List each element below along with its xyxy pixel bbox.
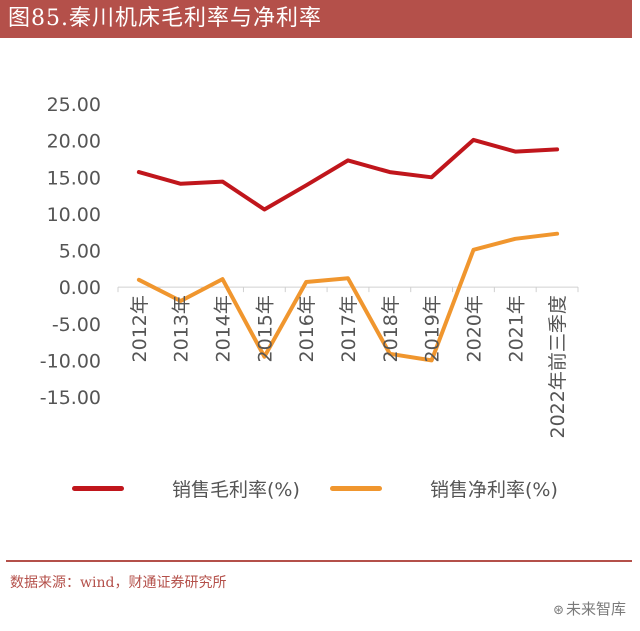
- x-axis-tick-marks: [117, 287, 579, 293]
- x-tick-label: 2019年: [422, 295, 444, 362]
- series-layer: [136, 137, 560, 363]
- y-tick-label: 25.00: [47, 94, 101, 116]
- series-line-net-margin: [136, 231, 560, 363]
- figure-title: 图85.秦川机床毛利率与净利率: [0, 0, 632, 38]
- x-tick-label: 2014年: [213, 295, 235, 362]
- x-tick-label: 2020年: [463, 295, 485, 362]
- watermark: ⊛ 未来智库: [553, 598, 626, 619]
- line-chart: 25.00 20.00 15.00 10.00 5.00 0.00 -5.00 -10.00 -…: [40, 94, 579, 438]
- y-tick-label: 15.00: [47, 167, 101, 189]
- legend-swatch-gross-margin: [72, 485, 124, 491]
- x-tick-label: 2017年: [338, 295, 360, 362]
- watermark-text: 未来智库: [565, 600, 626, 618]
- series-line-gross-margin: [136, 137, 560, 212]
- y-tick-label: 10.00: [47, 204, 101, 226]
- legend-item-net-margin: 销售净利率(%): [330, 472, 558, 504]
- y-axis-ticks: 25.00 20.00 15.00 10.00 5.00 0.00 -5.00 -10.00 -…: [40, 94, 101, 409]
- legend-swatch-net-margin: [330, 485, 382, 491]
- x-tick-label: 2013年: [171, 295, 193, 362]
- x-axis-labels: 2012年 2013年 2014年 2015年 2016年 2017年 2018年 2019年…: [129, 295, 569, 438]
- x-tick-label: 2016年: [296, 295, 318, 362]
- x-tick-label: 2012年: [129, 295, 151, 362]
- watermark-icon: ⊛: [553, 603, 564, 618]
- legend-item-gross-margin: 销售毛利率(%): [72, 472, 300, 504]
- legend-label-net-margin: 销售净利率(%): [430, 478, 558, 501]
- y-tick-label: -5.00: [52, 314, 101, 336]
- y-tick-label: -15.00: [40, 387, 101, 409]
- x-tick-label: 2021年: [505, 295, 527, 362]
- source-note: 数据来源：wind，财通证券研究所: [10, 575, 227, 591]
- divider: [6, 560, 632, 562]
- x-tick-label: 2022年前三季度: [547, 295, 569, 438]
- y-tick-label: 20.00: [47, 131, 101, 153]
- x-tick-label: 2015年: [254, 295, 276, 362]
- legend-label-gross-margin: 销售毛利率(%): [172, 478, 300, 501]
- x-tick-label: 2018年: [380, 295, 402, 362]
- y-tick-label: 0.00: [59, 277, 101, 299]
- y-tick-label: 5.00: [59, 241, 101, 263]
- y-tick-label: -10.00: [40, 350, 101, 372]
- legend: 销售毛利率(%) 销售净利率(%): [0, 472, 640, 504]
